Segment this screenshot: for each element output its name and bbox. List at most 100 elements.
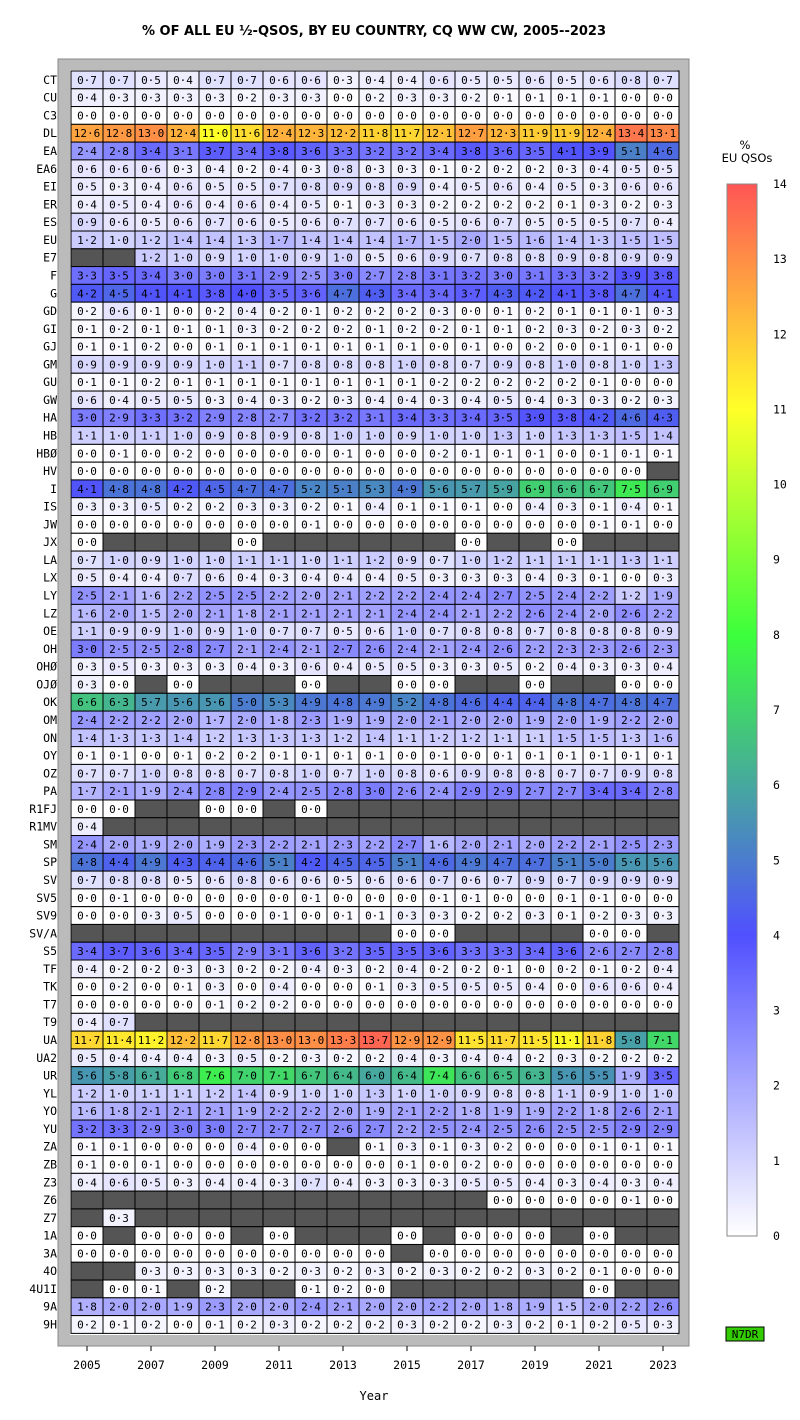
heatmap-cell: 1·4 bbox=[230, 1083, 264, 1103]
heatmap-cell: 0·9 bbox=[262, 426, 296, 445]
cell-value: 0·5 bbox=[493, 1176, 513, 1189]
heatmap-cell: 0·1 bbox=[582, 1261, 616, 1281]
heatmap-cell: 1·9 bbox=[198, 835, 232, 854]
cell-value: 0·0 bbox=[589, 1194, 609, 1207]
heatmap-cell: 0·0 bbox=[358, 1279, 392, 1299]
heatmap-cell: 0·0 bbox=[422, 995, 456, 1014]
heatmap-cell: 0·0 bbox=[454, 532, 488, 552]
heatmap-cell: 3·4 bbox=[390, 283, 424, 303]
heatmap-cell: 2·4 bbox=[70, 710, 104, 730]
cell-value: 1·8 bbox=[109, 1105, 129, 1118]
cell-value: 0·2 bbox=[461, 92, 481, 105]
cell-value: 0·1 bbox=[589, 1141, 609, 1154]
cell-value: 11·7 bbox=[202, 1034, 229, 1047]
cell-value: 1·1 bbox=[397, 732, 417, 745]
cell-value: 0·3 bbox=[301, 163, 321, 176]
cell-fill bbox=[646, 461, 680, 481]
cell-value: 0·0 bbox=[173, 1158, 193, 1171]
cell-value: 0·6 bbox=[173, 181, 193, 194]
cell-value: 2·6 bbox=[621, 1105, 641, 1118]
heatmap-cell bbox=[134, 1190, 168, 1210]
cell-value: 1·1 bbox=[141, 429, 161, 442]
cell-value: 0·0 bbox=[557, 109, 577, 122]
heatmap-cell: 3·6 bbox=[294, 941, 328, 961]
heatmap-cell: 12·3 bbox=[486, 123, 520, 143]
heatmap-cell: 2·4 bbox=[70, 835, 104, 854]
cell-value: 4·3 bbox=[173, 856, 193, 869]
cell-fill bbox=[326, 923, 360, 943]
cell-value: 0·8 bbox=[493, 767, 513, 780]
colorbar-tick-label: 1 bbox=[773, 1154, 780, 1168]
heatmap-cell: 0·1 bbox=[358, 372, 392, 392]
heatmap-cell: 0·0 bbox=[134, 443, 168, 463]
cell-value: 0·2 bbox=[77, 1318, 97, 1331]
heatmap-cell bbox=[422, 1190, 456, 1210]
cell-value: 0·1 bbox=[397, 376, 417, 389]
heatmap-cell: 0·2 bbox=[454, 159, 488, 179]
heatmap-cell: 0·4 bbox=[422, 177, 456, 196]
cell-value: 0·6 bbox=[109, 163, 129, 176]
heatmap-cell: 0·0 bbox=[134, 746, 168, 765]
cell-value: 2·2 bbox=[621, 1301, 641, 1314]
cell-value: 0·0 bbox=[429, 927, 449, 940]
row-label: SV bbox=[43, 873, 57, 887]
cell-value: 0·0 bbox=[621, 376, 641, 389]
cell-value: 0·2 bbox=[301, 323, 321, 336]
cell-value: 3·4 bbox=[173, 945, 193, 958]
cell-value: 1·6 bbox=[653, 732, 673, 745]
cell-value: 4·8 bbox=[77, 856, 97, 869]
heatmap-cell: 0·6 bbox=[134, 159, 168, 179]
colorbar-gradient bbox=[726, 183, 758, 1237]
heatmap-cell: 1·0 bbox=[294, 550, 328, 570]
cell-value: 0·8 bbox=[365, 358, 385, 371]
cell-value: 0·0 bbox=[461, 536, 481, 549]
cell-value: 1·0 bbox=[333, 429, 353, 442]
cell-fill bbox=[358, 817, 392, 837]
cell-value: 0·2 bbox=[461, 376, 481, 389]
cell-value: 0·7 bbox=[429, 874, 449, 887]
cell-value: 0·9 bbox=[109, 625, 129, 638]
heatmap-cell: 2·4 bbox=[550, 603, 584, 623]
heatmap-cell: 0·7 bbox=[326, 212, 360, 232]
cell-value: 1·0 bbox=[173, 252, 193, 265]
heatmap-cell: 0·3 bbox=[326, 70, 360, 90]
heatmap-cell: 5·2 bbox=[390, 692, 424, 712]
cell-fill bbox=[70, 923, 104, 943]
heatmap-cell bbox=[550, 1279, 584, 1299]
heatmap-cell bbox=[230, 1012, 264, 1032]
cell-value: 0·2 bbox=[557, 376, 577, 389]
heatmap-cell: 2·6 bbox=[518, 603, 552, 623]
cell-value: 0·4 bbox=[493, 1052, 513, 1065]
cell-value: 2·4 bbox=[429, 785, 449, 798]
heatmap-cell: 4·2 bbox=[294, 852, 328, 872]
heatmap-cell: 0·0 bbox=[454, 515, 488, 534]
heatmap-cell bbox=[486, 1208, 520, 1228]
cell-value: 0·7 bbox=[365, 216, 385, 229]
cell-value: 2·8 bbox=[653, 945, 673, 958]
heatmap-cell: 0·1 bbox=[614, 1137, 648, 1157]
heatmap-cell: 2·6 bbox=[614, 603, 648, 623]
heatmap-cell: 2·4 bbox=[294, 1297, 328, 1317]
cell-value: 0·4 bbox=[589, 163, 609, 176]
cell-value: 1·0 bbox=[365, 767, 385, 780]
cell-value: 0·1 bbox=[301, 518, 321, 531]
heatmap-cell: 0·6 bbox=[614, 177, 648, 196]
colorbar-title-line2: EU QSOs bbox=[722, 151, 773, 165]
heatmap-cell: 1·8 bbox=[582, 1101, 616, 1121]
heatmap-cell: 0·6 bbox=[582, 977, 616, 997]
heatmap-cell: 0·0 bbox=[198, 888, 232, 908]
cell-fill bbox=[326, 675, 360, 694]
cell-value: 0·2 bbox=[237, 963, 257, 976]
cell-value: 2·1 bbox=[173, 1105, 193, 1118]
heatmap-cell: 2·4 bbox=[454, 586, 488, 605]
cell-value: 0·3 bbox=[397, 198, 417, 211]
heatmap-cell: 1·4 bbox=[550, 230, 584, 250]
heatmap-cell: 6·4 bbox=[326, 1066, 360, 1085]
cell-value: 0·0 bbox=[141, 109, 161, 122]
heatmap-cell: 0·4 bbox=[134, 177, 168, 196]
cell-value: 2·5 bbox=[141, 643, 161, 656]
heatmap-cell: 5·1 bbox=[550, 852, 584, 872]
heatmap-cell: 0·7 bbox=[614, 212, 648, 232]
cell-value: 0·0 bbox=[365, 518, 385, 531]
heatmap-cell bbox=[358, 817, 392, 837]
